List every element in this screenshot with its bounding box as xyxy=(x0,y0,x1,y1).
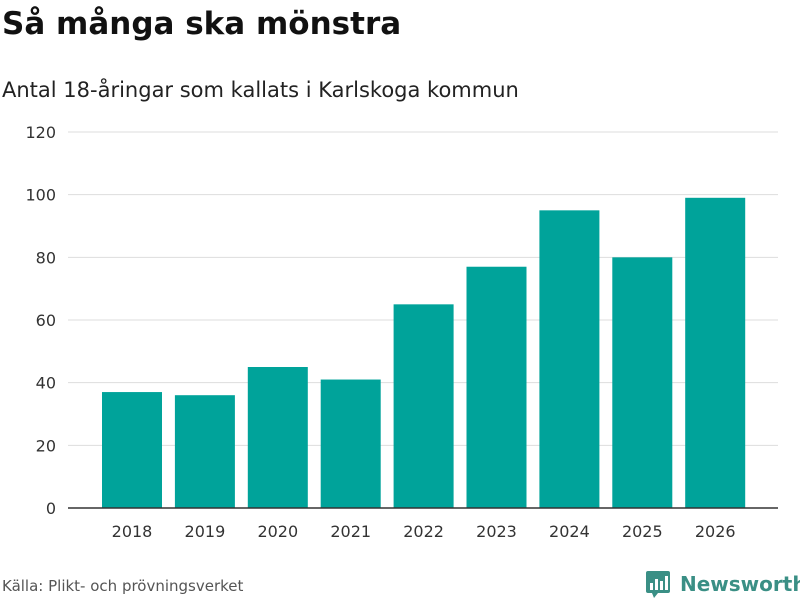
chart-subtitle: Antal 18-åringar som kallats i Karlskoga… xyxy=(2,78,519,102)
brand-name: Newsworthy xyxy=(680,572,800,596)
chart-title: Så många ska mönstra xyxy=(2,6,402,42)
bar-2021 xyxy=(320,379,381,508)
x-tick-label: 2026 xyxy=(695,522,736,541)
bar-2020 xyxy=(247,367,308,508)
bar-2018 xyxy=(102,392,162,508)
bar-2024 xyxy=(539,210,600,509)
source-note: Källa: Plikt- och prövningsverket xyxy=(2,577,244,595)
y-axis-ticks: 0 20 40 60 80 100 120 xyxy=(25,123,56,518)
y-tick-label: 0 xyxy=(46,499,56,518)
x-tick-label: 2025 xyxy=(622,522,663,541)
newsworthy-logo-icon xyxy=(646,571,670,598)
bar-2019 xyxy=(174,395,235,508)
y-tick-label: 60 xyxy=(36,311,56,330)
bar-2026 xyxy=(685,197,746,509)
x-tick-label: 2020 xyxy=(257,522,298,541)
x-tick-label: 2022 xyxy=(403,522,444,541)
y-tick-label: 80 xyxy=(36,248,56,267)
bar-2025 xyxy=(612,257,673,508)
bars xyxy=(102,197,746,509)
bar-2022 xyxy=(393,304,454,508)
y-tick-label: 40 xyxy=(36,374,56,393)
y-tick-label: 100 xyxy=(25,186,56,205)
x-tick-label: 2021 xyxy=(330,522,371,541)
x-tick-label: 2023 xyxy=(476,522,517,541)
x-tick-label: 2019 xyxy=(185,522,226,541)
bar-2023 xyxy=(466,266,527,508)
x-axis-ticks: 2018 2019 2020 2021 2022 2023 2024 2025 2026 xyxy=(112,522,736,541)
brand-logo: Newsworthy xyxy=(644,569,800,599)
y-tick-label: 20 xyxy=(36,436,56,455)
x-tick-label: 2018 xyxy=(112,522,153,541)
x-tick-label: 2024 xyxy=(549,522,590,541)
y-tick-label: 120 xyxy=(25,123,56,142)
